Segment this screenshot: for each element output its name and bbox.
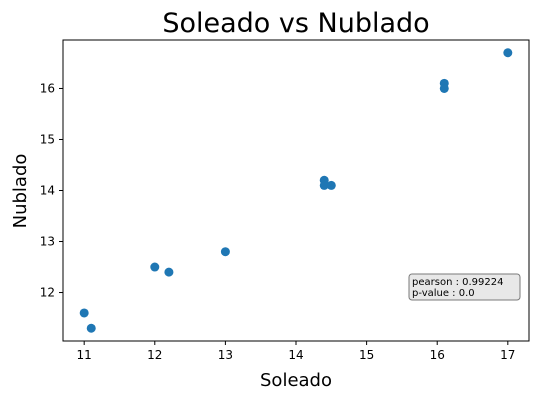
data-point (79, 308, 89, 318)
data-points (79, 48, 513, 333)
p-value-text: p-value : 0.0 (412, 288, 475, 299)
stats-annotation-box (408, 273, 521, 301)
x-axis-label: Soleado (260, 370, 332, 391)
data-point (439, 83, 449, 93)
y-tick-label: 14 (40, 184, 55, 198)
y-tick-label: 16 (40, 81, 55, 95)
x-tick-label: 14 (288, 348, 303, 362)
data-point (150, 262, 160, 272)
x-axis: 11 12 13 14 15 16 17 (77, 341, 515, 362)
x-tick-label: 17 (500, 348, 515, 362)
data-point (220, 247, 230, 257)
x-tick-label: 12 (147, 348, 162, 362)
y-tick-label: 12 (40, 286, 55, 300)
data-point (503, 48, 513, 58)
y-tick-label: 13 (40, 235, 55, 249)
chart-title: Soleado vs Nublado (162, 8, 429, 39)
y-axis-label: Nublado (10, 154, 31, 229)
x-tick-label: 11 (77, 348, 92, 362)
data-point (86, 323, 96, 333)
x-tick-label: 15 (359, 348, 374, 362)
data-point (326, 180, 336, 190)
y-axis: 12 13 14 15 16 (40, 81, 63, 300)
x-tick-label: 16 (430, 348, 445, 362)
data-point (164, 267, 174, 277)
pearson-text: pearson : 0.99224 (412, 277, 503, 288)
stats-annotation: pearson : 0.99224 p-value : 0.0 (408, 273, 521, 301)
x-tick-label: 13 (218, 348, 233, 362)
data-point (319, 180, 329, 190)
y-tick-label: 15 (40, 132, 55, 146)
